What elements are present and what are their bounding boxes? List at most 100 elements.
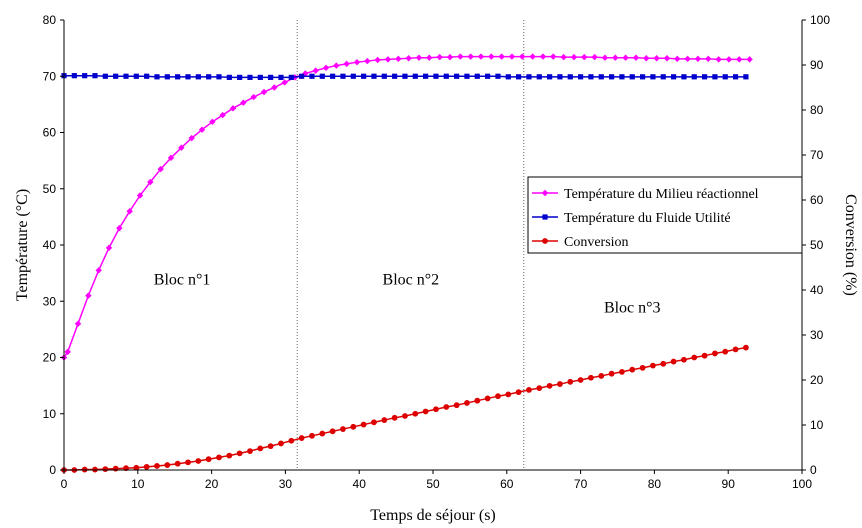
legend-swatch-marker <box>541 189 549 197</box>
data-point <box>123 73 129 79</box>
data-point <box>629 366 636 373</box>
x-tick-label: 90 <box>722 477 736 491</box>
data-point <box>167 154 175 162</box>
data-point <box>474 397 481 404</box>
data-point <box>85 292 92 299</box>
legend-label: Température du Fluide Utilité <box>564 211 731 226</box>
data-point <box>216 74 222 80</box>
series-layer <box>60 53 753 473</box>
data-point <box>650 74 656 80</box>
data-point <box>319 73 325 79</box>
data-point <box>467 53 474 60</box>
data-point <box>577 377 584 383</box>
data-point <box>485 73 491 79</box>
x-tick-label: 50 <box>426 477 440 491</box>
data-point <box>732 74 739 80</box>
data-point <box>298 435 305 441</box>
data-point <box>722 348 729 355</box>
data-point <box>343 60 350 68</box>
data-point <box>746 56 753 63</box>
data-point <box>743 344 749 351</box>
data-point <box>608 370 615 377</box>
data-point <box>164 462 171 468</box>
y-left-tick-label: 30 <box>43 294 57 308</box>
data-point <box>508 53 516 60</box>
data-point <box>371 419 377 426</box>
data-point <box>670 358 677 365</box>
data-point <box>237 74 243 80</box>
data-point <box>650 362 656 369</box>
data-point <box>257 74 263 80</box>
data-point <box>560 53 567 61</box>
data-point <box>278 440 284 447</box>
data-point <box>426 54 433 61</box>
data-point <box>608 74 615 80</box>
data-point <box>581 53 588 61</box>
data-point <box>281 79 288 86</box>
series-1 <box>60 53 753 361</box>
data-point <box>443 404 450 410</box>
data-point <box>147 178 154 186</box>
data-point <box>312 67 319 74</box>
data-point <box>288 74 294 80</box>
data-point <box>395 55 402 63</box>
data-point <box>381 73 387 79</box>
data-point <box>288 437 295 444</box>
data-point <box>405 55 412 62</box>
data-point <box>701 352 708 359</box>
data-point <box>144 73 150 79</box>
data-point <box>260 88 268 96</box>
data-point <box>82 73 88 79</box>
data-point <box>412 73 418 79</box>
data-point <box>350 73 356 79</box>
y-right-tick-label: 50 <box>810 238 824 252</box>
y-left-axis-title: Température (°C) <box>14 189 31 301</box>
block-label-2: Bloc n°2 <box>383 271 440 288</box>
data-point <box>488 53 495 60</box>
data-point <box>178 144 185 151</box>
data-point <box>660 360 667 367</box>
data-point <box>226 452 233 459</box>
data-point <box>353 58 361 66</box>
data-point <box>112 465 119 472</box>
data-point <box>133 464 140 471</box>
legend-swatch-marker <box>542 238 548 244</box>
y-right-tick-label: 40 <box>810 283 824 297</box>
y-left-tick-label: 80 <box>43 13 57 27</box>
data-point <box>705 55 712 63</box>
data-point <box>309 73 315 79</box>
y-right-tick-label: 70 <box>810 148 824 162</box>
data-point <box>116 224 123 232</box>
data-point <box>219 111 226 119</box>
data-point <box>446 53 454 61</box>
y-right-tick-label: 10 <box>810 418 824 432</box>
data-point <box>433 406 439 413</box>
data-point <box>105 244 113 252</box>
data-point <box>681 356 687 363</box>
data-point <box>743 74 749 80</box>
data-point <box>598 74 604 80</box>
data-point <box>598 373 605 379</box>
y-right-tick-label: 90 <box>810 58 824 72</box>
series-2 <box>61 73 749 80</box>
y-left-tick-label: 20 <box>43 351 57 365</box>
data-point <box>412 410 419 417</box>
data-point <box>691 354 698 361</box>
data-point <box>639 364 646 371</box>
data-point <box>629 74 635 80</box>
data-point <box>361 73 367 79</box>
data-point <box>736 56 743 63</box>
data-point <box>526 387 532 393</box>
data-point <box>691 74 697 80</box>
x-tick-label: 80 <box>648 477 662 491</box>
data-point <box>384 56 392 63</box>
legend-item-1: Température du Milieu réactionnel <box>532 187 759 202</box>
data-point <box>588 74 594 80</box>
data-point <box>484 395 491 402</box>
data-point <box>92 73 98 79</box>
data-point <box>684 55 691 63</box>
data-point <box>257 445 264 452</box>
data-point <box>133 73 139 79</box>
data-point <box>505 391 512 398</box>
